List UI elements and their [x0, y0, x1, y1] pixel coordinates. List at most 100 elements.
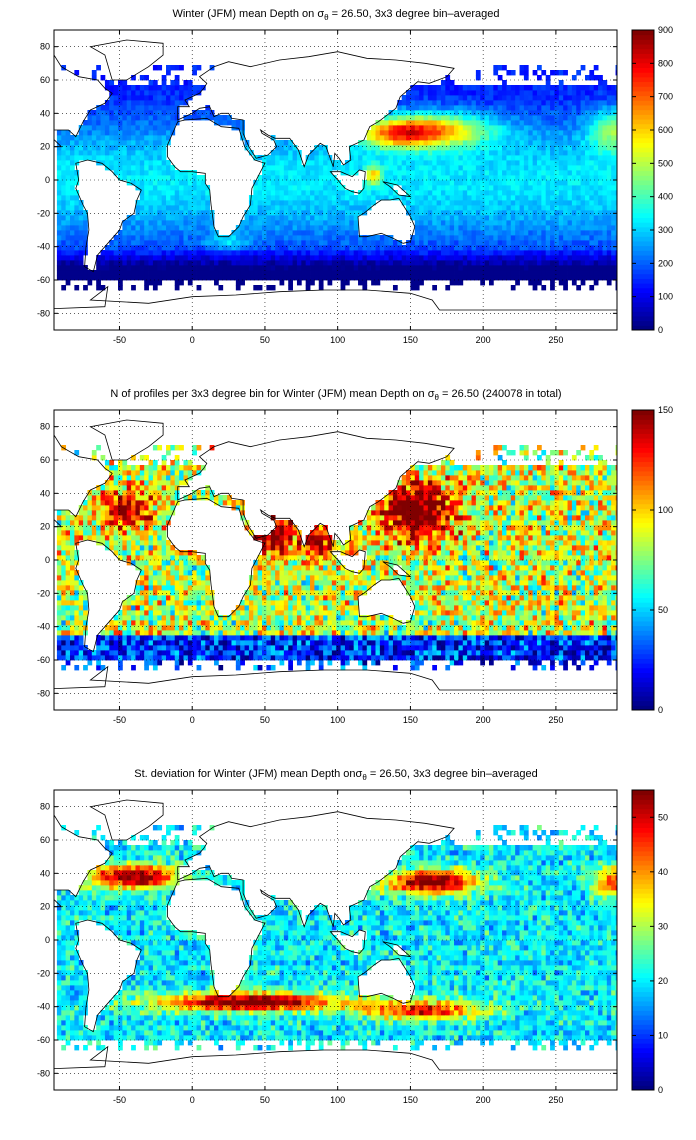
profile-count-panel: N of profiles per 3x3 degree bin for Win… — [0, 380, 696, 760]
heatmap-cell — [157, 190, 163, 196]
heatmap-cell — [139, 530, 145, 536]
heatmap-cell — [589, 270, 595, 276]
heatmap-cell — [576, 110, 582, 116]
heatmap-cell — [109, 270, 115, 276]
heatmap-cell — [602, 165, 608, 171]
heatmap-cell — [406, 145, 411, 151]
heatmap-cell — [253, 285, 259, 291]
heatmap-cell — [375, 190, 381, 196]
heatmap-cell — [462, 245, 468, 251]
heatmap-cell — [248, 220, 254, 226]
heatmap-cell — [83, 210, 88, 216]
heatmap-cell — [344, 220, 350, 226]
heatmap-cell — [375, 245, 381, 251]
heatmap-cell — [536, 220, 542, 226]
heatmap-cell — [323, 245, 328, 251]
heatmap-cell — [327, 180, 333, 186]
heatmap-cell — [192, 70, 197, 76]
heatmap-cell — [122, 465, 128, 471]
heatmap-cell — [192, 240, 197, 246]
heatmap-cell — [61, 150, 67, 156]
heatmap-cell — [205, 110, 211, 116]
heatmap-cell — [262, 155, 267, 161]
heatmap-cell — [187, 220, 193, 226]
heatmap-cell — [144, 245, 149, 251]
heatmap-cell — [401, 165, 407, 171]
heatmap-cell — [410, 185, 416, 191]
heatmap-cell — [602, 230, 608, 236]
heatmap-cell — [379, 125, 385, 131]
heatmap-cell — [318, 255, 324, 261]
heatmap-cell — [550, 235, 555, 241]
heatmap-cell — [166, 110, 171, 116]
heatmap-cell — [532, 165, 538, 171]
heatmap-cell — [362, 255, 368, 261]
heatmap-cell — [584, 185, 590, 191]
heatmap-cell — [296, 205, 302, 211]
heatmap-cell — [528, 85, 534, 91]
heatmap-cell — [541, 175, 547, 181]
heatmap-cell — [445, 130, 451, 136]
heatmap-cell — [550, 145, 555, 151]
heatmap-cell — [327, 215, 333, 221]
heatmap-cell — [462, 260, 468, 266]
heatmap-cell — [104, 125, 110, 131]
heatmap-cell — [423, 120, 429, 126]
heatmap-cell — [56, 185, 62, 191]
heatmap-cell — [61, 610, 67, 616]
heatmap-cell — [157, 170, 163, 176]
heatmap-cells — [56, 445, 617, 671]
heatmap-cell — [593, 155, 599, 161]
heatmap-cell — [462, 185, 468, 191]
heatmap-cell — [266, 180, 272, 186]
heatmap-cell — [371, 240, 376, 246]
heatmap-cell — [56, 180, 62, 186]
heatmap-cell — [471, 195, 477, 201]
heatmap-cell — [139, 205, 145, 211]
heatmap-cell — [139, 145, 145, 151]
heatmap-cell — [157, 215, 163, 221]
heatmap-cell — [310, 265, 315, 271]
heatmap-cell — [240, 135, 245, 141]
heatmap-cell — [349, 265, 355, 271]
heatmap-cell — [161, 475, 167, 481]
heatmap-cell — [70, 170, 75, 176]
heatmap-cell — [571, 200, 577, 206]
heatmap-cell — [506, 250, 512, 256]
heatmap-cell — [458, 90, 464, 96]
heatmap-cell — [615, 245, 617, 251]
heatmap-cell — [78, 635, 84, 641]
heatmap-cell — [589, 205, 595, 211]
heatmap-cell — [318, 150, 324, 156]
heatmap-cell — [419, 130, 424, 136]
heatmap-cell — [571, 220, 577, 226]
heatmap-cell — [78, 220, 84, 226]
heatmap-cell — [480, 145, 486, 151]
chart-title: Winter (JFM) mean Depth on σθ = 26.50, 3… — [172, 8, 500, 23]
heatmap-cell — [331, 235, 337, 241]
heatmap-cell — [144, 100, 149, 106]
heatmap-cell — [131, 235, 136, 241]
heatmap-cell — [283, 140, 289, 146]
heatmap-cell — [148, 220, 154, 226]
heatmap-cell — [523, 180, 529, 186]
heatmap-cell — [545, 85, 551, 91]
heatmap-cell — [392, 165, 398, 171]
heatmap-cell — [406, 160, 411, 166]
heatmap-cell — [113, 550, 119, 556]
heatmap-cell — [571, 195, 577, 201]
heatmap-cell — [515, 140, 520, 146]
heatmap-cell — [65, 145, 71, 151]
heatmap-cell — [532, 270, 538, 276]
heatmap-cell — [61, 260, 67, 266]
heatmap-cell — [96, 265, 101, 271]
heatmap-cell — [78, 230, 84, 236]
heatmap-cell — [248, 250, 254, 256]
heatmap-cell — [301, 265, 307, 271]
heatmap-cell — [144, 655, 149, 661]
heatmap-cell — [397, 270, 403, 276]
heatmap-cell — [74, 270, 80, 276]
heatmap-cell — [545, 150, 551, 156]
heatmap-cell — [91, 530, 97, 536]
heatmap-cell — [523, 75, 529, 81]
